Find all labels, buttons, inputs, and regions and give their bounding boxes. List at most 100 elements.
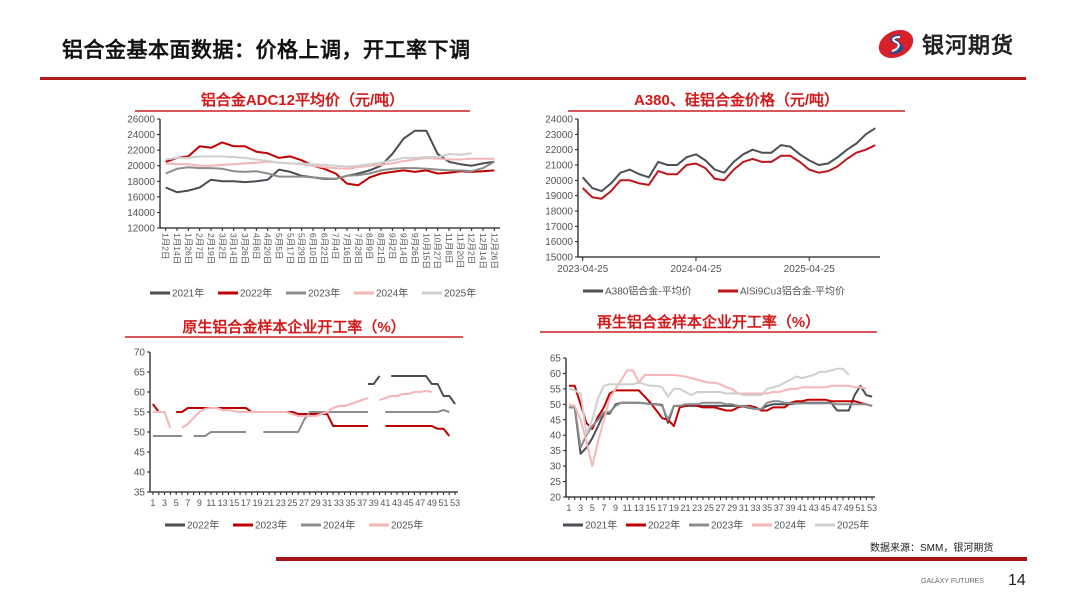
footer-brand: GALAXY FUTURES	[921, 578, 984, 585]
legend-label: 2024年	[323, 519, 355, 532]
legend-label: 2025年	[391, 519, 423, 532]
x-tick-label: 31	[739, 503, 749, 513]
x-tick-label: 21	[681, 503, 691, 513]
y-tick-label: 15000	[545, 253, 573, 264]
legend-item: AlSi9Cu3铝合金-平均价	[718, 285, 845, 298]
footer-divider	[276, 557, 1027, 561]
x-tick-label: 19	[669, 503, 679, 513]
chart-1: 15000 16000 17000 18000 19000 20000 21000 22000…	[545, 115, 880, 298]
x-tick-label: 51	[855, 503, 865, 513]
x-tick-label: 6月10日	[308, 233, 318, 264]
y-tick-label: 18000	[127, 177, 155, 188]
legend-item: 2023年	[689, 519, 743, 532]
x-tick-label: 23	[692, 503, 702, 513]
legend-item: 2023年	[233, 519, 287, 532]
x-tick-label: 45	[820, 503, 830, 513]
legend-item: 2025年	[369, 519, 423, 532]
x-tick-label: 29	[311, 498, 321, 508]
x-tick-label: 7	[601, 503, 606, 513]
series-line-2021年	[165, 129, 495, 194]
y-tick-label: 65	[134, 368, 146, 379]
x-tick-label: 21	[264, 498, 274, 508]
x-tick-label: 7月28日	[353, 233, 363, 264]
legend-item: 2022年	[626, 519, 680, 532]
x-tick-label: 37	[774, 503, 784, 513]
x-tick-label: 10月15日	[421, 233, 431, 269]
legend-item: 2025年	[815, 519, 869, 532]
x-tick-label: 15	[229, 498, 239, 508]
legend-item: 2025年	[422, 287, 476, 300]
page-number: 14	[1008, 572, 1026, 589]
x-tick-label: 4月20日	[263, 233, 273, 264]
y-tick-label: 23000	[545, 130, 573, 141]
chart-title-divider	[125, 336, 463, 338]
y-tick-label: 55	[134, 408, 146, 419]
legend-item: 2021年	[150, 287, 204, 300]
x-tick-label: 5	[174, 498, 179, 508]
series-line-2024年	[152, 409, 450, 437]
y-tick-label: 20000	[545, 176, 573, 187]
legend-item: 2021年	[563, 519, 617, 532]
y-tick-label: 18000	[545, 207, 573, 218]
y-tick-label: 30	[550, 462, 562, 473]
x-tick-label: 47	[415, 498, 425, 508]
legend-item: 2022年	[165, 519, 219, 532]
y-tick-label: 60	[134, 388, 146, 399]
y-tick-label: 22000	[545, 145, 573, 156]
y-tick-label: 20000	[127, 161, 155, 172]
series-line-AlSi9Cu3铝合金-平均价	[582, 144, 876, 200]
y-tick-label: 65	[550, 354, 562, 365]
legend-item: 2022年	[218, 287, 272, 300]
x-tick-label: 13	[634, 503, 644, 513]
x-tick-label: 31	[322, 498, 332, 508]
legend-item: A380铝合金-平均价	[583, 285, 692, 298]
y-tick-label: 24000	[545, 115, 573, 126]
x-tick-label: 33	[334, 498, 344, 508]
x-tick-label: 5月29日	[297, 233, 307, 264]
company-logo: 银河期货	[876, 28, 1014, 60]
x-tick-label: 17	[241, 498, 251, 508]
chart-title-divider	[540, 331, 877, 333]
x-tick-label: 12月2日	[467, 233, 477, 264]
y-tick-label: 24000	[127, 130, 155, 141]
x-tick-label: 13	[218, 498, 228, 508]
y-tick-label: 20	[550, 493, 562, 504]
x-tick-label: 4月8日	[251, 233, 261, 259]
legend-item: 2024年	[354, 287, 408, 300]
x-tick-label: 3月2日	[217, 233, 227, 259]
x-tick-label: 1月26日	[183, 233, 193, 264]
x-tick-label: 47	[832, 503, 842, 513]
legend-label: 2024年	[774, 519, 806, 532]
x-tick-label: 5月17日	[285, 233, 295, 264]
series-line-2023年	[568, 400, 873, 449]
legend-label: AlSi9Cu3铝合金-平均价	[740, 285, 845, 298]
x-tick-label: 9	[613, 503, 618, 513]
x-tick-label: 49	[844, 503, 854, 513]
x-tick-label: 11月8日	[444, 233, 454, 264]
series-line-A380铝合金-平均价	[581, 127, 876, 193]
y-tick-label: 16000	[545, 237, 573, 248]
y-tick-label: 14000	[127, 208, 155, 219]
legend-label: 2024年	[376, 287, 408, 300]
series-line-2022年	[367, 375, 456, 405]
series-line-2025年	[165, 152, 472, 168]
x-tick-label: 1	[566, 503, 571, 513]
x-tick-label: 25	[287, 498, 297, 508]
y-tick-label: 12000	[127, 224, 155, 235]
x-tick-label: 25	[704, 503, 714, 513]
x-tick-label: 39	[785, 503, 795, 513]
x-tick-label: 27	[299, 498, 309, 508]
x-tick-label: 8月21日	[376, 233, 386, 264]
x-tick-label: 27	[715, 503, 725, 513]
y-tick-label: 40	[134, 468, 146, 479]
x-tick-label: 2023-04-25	[557, 264, 609, 275]
y-tick-label: 21000	[545, 161, 573, 172]
x-tick-label: 3	[578, 503, 583, 513]
y-tick-label: 55	[550, 384, 562, 395]
x-tick-label: 17	[657, 503, 667, 513]
legend-label: 2021年	[172, 287, 204, 300]
series-line-2021年	[568, 384, 873, 455]
y-tick-label: 40	[550, 431, 562, 442]
chart-title-divider	[568, 110, 905, 112]
